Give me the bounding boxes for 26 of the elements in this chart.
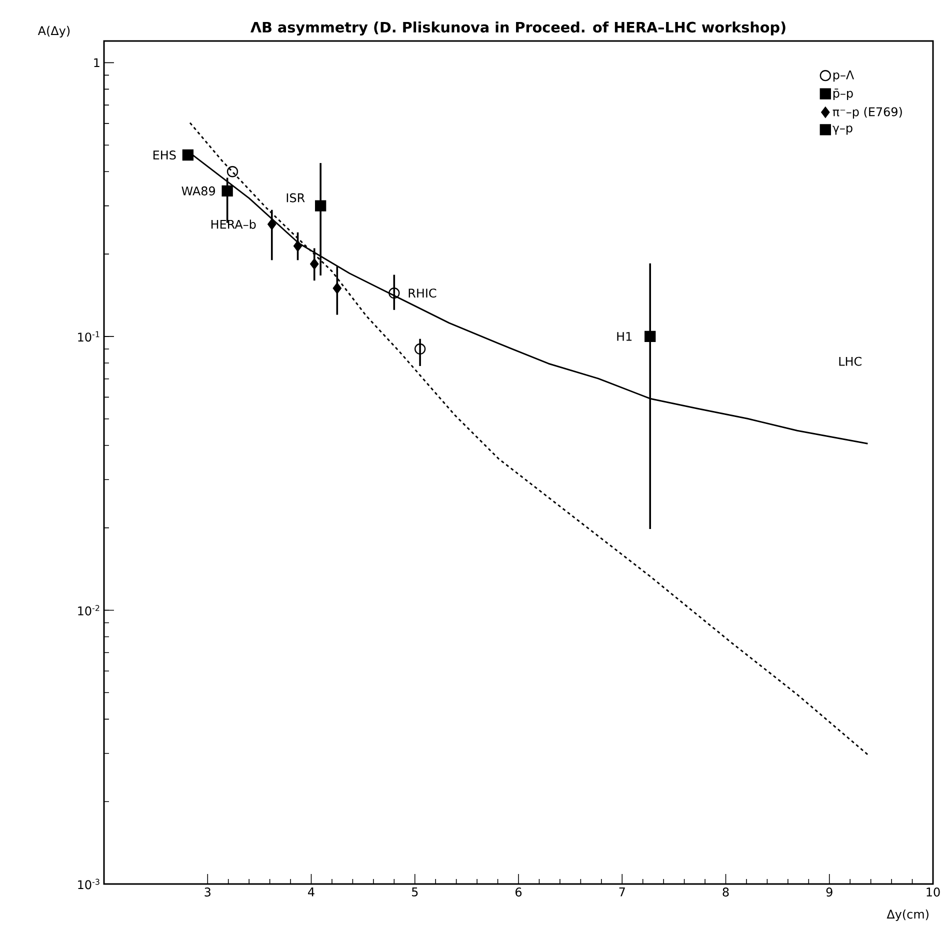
x-tick-label: 9	[826, 888, 832, 897]
annotation: RHIC	[408, 288, 436, 298]
x-tick-label: 3	[204, 888, 210, 897]
legend-label: p̄–p	[833, 88, 853, 100]
y-tick-label: 10$^{-1}$	[78, 331, 100, 342]
x-tick-label: 7	[619, 888, 625, 896]
annotation: HERA–b	[211, 220, 256, 229]
x-tick-label: 10	[926, 888, 940, 897]
y-tick-label: 10$^{-2}$	[78, 605, 100, 616]
legend-label: π⁻–p (E769)	[832, 107, 902, 119]
y-axis-title: A(Δy)	[38, 26, 70, 38]
y-tick-label: 10$^{-3}$	[78, 878, 100, 890]
x-axis-title: Δy(cm)	[886, 909, 928, 922]
legend-label: γ–p	[832, 126, 852, 135]
annotation: LHC	[839, 356, 862, 366]
legend-label: p–Λ	[833, 70, 854, 82]
x-tick-label: 6	[516, 888, 522, 897]
y-tick-label: 1	[94, 58, 100, 68]
x-tick-label: 5	[412, 888, 418, 896]
annotation: ISR	[286, 193, 305, 202]
annotation: WA89	[182, 186, 215, 196]
x-tick-label: 8	[722, 888, 729, 897]
chart-title: ΛB asymmetry (D. Pliskunova in Proceed. of HERA–LHC workshop)	[250, 22, 786, 36]
annotation: H1	[617, 332, 632, 341]
x-tick-label: 4	[308, 888, 314, 896]
annotation: EHS	[153, 150, 176, 160]
